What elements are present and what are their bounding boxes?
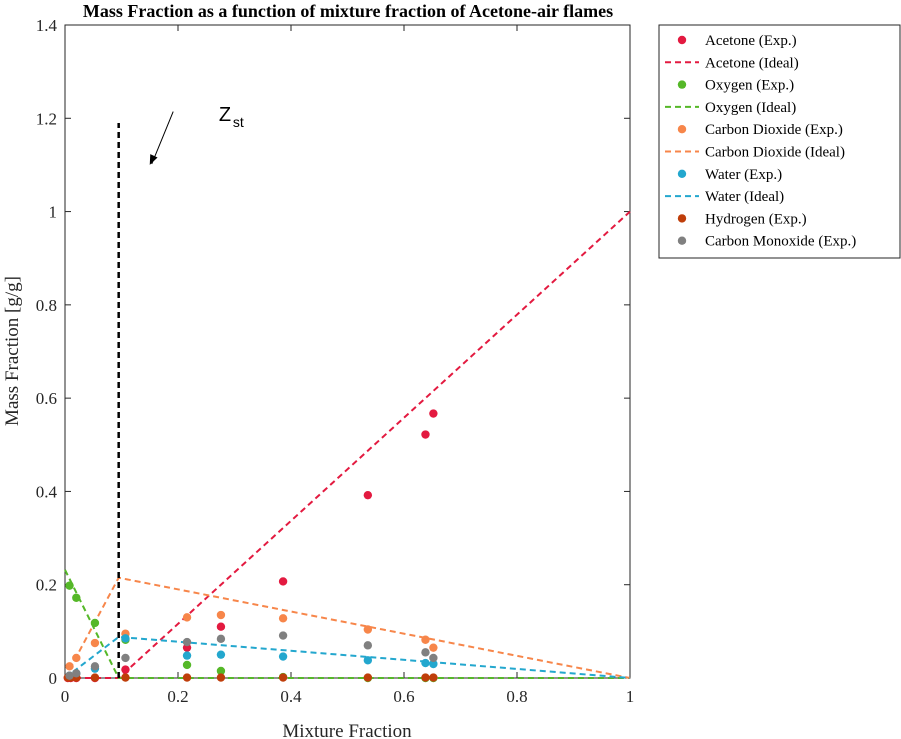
legend-marker xyxy=(677,80,687,89)
y-tick-label: 0.2 xyxy=(36,576,57,595)
legend-entry: Water (Exp.) xyxy=(705,167,782,183)
legend-entry: Oxygen (Exp.) xyxy=(705,78,794,94)
point-carbon-monoxide-exp xyxy=(72,669,81,678)
point-oxygen-exp xyxy=(65,581,74,590)
x-tick-label: 0.6 xyxy=(393,687,414,706)
ticks: 0 0.2 0.4 0.6 0.8 1 0 0.2 0.4 0.6 0.8 1 1.2 1.4 xyxy=(36,16,635,706)
point-hydrogen-exp xyxy=(121,673,130,682)
x-axis-label: Mixture Fraction xyxy=(282,721,412,739)
axes xyxy=(64,24,631,679)
point-hydrogen-exp xyxy=(182,673,192,682)
plot-background xyxy=(65,25,630,678)
point-water-exp xyxy=(216,650,226,659)
axes-box xyxy=(64,24,631,679)
legend-entry: Carbon Dioxide (Exp.) xyxy=(705,122,843,138)
point-carbon-monoxide-exp xyxy=(216,634,226,644)
point-acetone-exp xyxy=(216,622,226,631)
point-carbon-dioxide-exp xyxy=(216,610,226,620)
point-water-exp xyxy=(421,658,430,668)
point-carbon-dioxide-exp xyxy=(182,613,192,622)
legend-entry: Acetone (Ideal) xyxy=(705,55,799,71)
point-hydrogen-exp xyxy=(90,673,100,682)
y-tick-label: 1.4 xyxy=(36,16,58,35)
point-acetone-exp xyxy=(421,430,430,439)
point-carbon-dioxide-exp xyxy=(429,643,438,652)
point-oxygen-exp xyxy=(216,666,226,676)
point-hydrogen-exp xyxy=(429,673,438,682)
legend-entry: Hydrogen (Exp.) xyxy=(705,211,807,227)
legend-marker xyxy=(677,35,687,45)
legend-entry: Carbon Dioxide (Ideal) xyxy=(705,145,845,161)
arrow-head xyxy=(149,154,158,165)
legend-marker xyxy=(677,214,687,223)
point-oxygen-exp xyxy=(72,593,81,602)
point-hydrogen-exp xyxy=(278,673,288,682)
point-hydrogen-exp xyxy=(216,673,226,682)
y-tick-label: 1.2 xyxy=(36,109,57,128)
y-tick-label: 0.8 xyxy=(36,296,57,315)
point-carbon-monoxide-exp xyxy=(429,653,438,663)
arrow-shaft xyxy=(151,111,174,165)
legend-entry: Water (Ideal) xyxy=(705,189,784,205)
point-water-exp xyxy=(121,634,130,643)
legend-entry: Carbon Monoxide (Exp.) xyxy=(705,234,856,250)
point-carbon-monoxide-exp xyxy=(278,631,288,640)
point-carbon-dioxide-exp xyxy=(278,614,288,623)
y-tick-label: 1 xyxy=(49,203,58,222)
plot-area xyxy=(65,25,630,678)
point-acetone-exp xyxy=(363,490,373,500)
point-acetone-exp xyxy=(121,665,130,674)
point-carbon-monoxide-exp xyxy=(421,648,430,657)
z-st-subscript: st xyxy=(233,114,244,130)
legend-entry: Oxygen (Ideal) xyxy=(705,100,796,116)
point-hydrogen-exp xyxy=(363,673,373,682)
point-carbon-monoxide-exp xyxy=(363,641,373,650)
point-carbon-monoxide-exp xyxy=(121,653,130,663)
legend-marker xyxy=(677,169,687,178)
x-tick-label: 0.2 xyxy=(167,687,188,706)
y-tick-label: 0.4 xyxy=(36,482,58,501)
y-axis-label: Mass Fraction [g/g] xyxy=(2,276,23,426)
point-water-exp xyxy=(182,651,192,660)
legend-entry: Acetone (Exp.) xyxy=(705,33,797,49)
point-water-exp xyxy=(278,652,288,661)
x-tick-label: 0 xyxy=(61,687,70,706)
point-hydrogen-exp xyxy=(421,673,430,682)
x-tick-label: 1 xyxy=(626,687,635,706)
point-carbon-dioxide-exp xyxy=(72,653,81,663)
series-line-water-ideal xyxy=(64,635,631,679)
point-carbon-dioxide-exp xyxy=(65,662,74,671)
point-acetone-exp xyxy=(278,577,288,586)
point-acetone-exp xyxy=(429,409,438,418)
chart-title: Mass Fraction as a function of mixture f… xyxy=(83,1,613,21)
point-carbon-dioxide-exp xyxy=(363,625,373,634)
legend-marker xyxy=(677,125,687,134)
x-tick-label: 0.8 xyxy=(506,687,527,706)
legend-box xyxy=(658,24,901,259)
point-oxygen-exp xyxy=(182,660,192,670)
z-st-label: Z xyxy=(219,104,231,126)
y-tick-label: 0.6 xyxy=(36,389,57,408)
x-tick-label: 0.4 xyxy=(280,687,302,706)
legend-marker xyxy=(677,236,687,245)
point-water-exp xyxy=(363,656,373,665)
point-carbon-dioxide-exp xyxy=(421,635,430,644)
point-water-exp xyxy=(429,659,438,669)
point-carbon-monoxide-exp xyxy=(182,637,192,647)
legend: Acetone (Exp.) Acetone (Ideal) Oxygen (Exp… xyxy=(658,24,901,259)
point-carbon-dioxide-exp xyxy=(90,638,100,648)
point-oxygen-exp xyxy=(90,618,100,628)
point-carbon-monoxide-exp xyxy=(65,671,74,680)
y-tick-label: 0 xyxy=(49,669,58,688)
point-carbon-monoxide-exp xyxy=(90,662,100,671)
